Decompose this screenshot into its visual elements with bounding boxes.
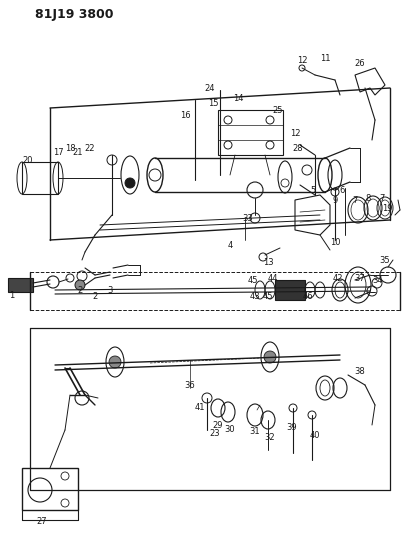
Text: 45: 45 (247, 276, 258, 285)
Circle shape (125, 178, 135, 188)
Text: 41: 41 (194, 403, 205, 413)
Text: 2: 2 (77, 286, 83, 295)
Text: 12: 12 (289, 128, 300, 138)
Text: 16: 16 (179, 110, 190, 119)
Text: 30: 30 (224, 425, 235, 434)
Bar (274, 280, 304, 300)
Text: 42: 42 (332, 273, 342, 282)
Bar (8, 278, 33, 292)
Text: 11: 11 (319, 53, 329, 62)
Bar (22, 162, 58, 194)
Text: 35: 35 (379, 255, 389, 264)
Text: 3: 3 (107, 286, 113, 295)
Text: 29: 29 (212, 421, 223, 430)
Text: 39: 39 (286, 424, 296, 432)
Text: 1: 1 (9, 290, 15, 300)
Text: 7: 7 (352, 196, 357, 205)
Text: 25: 25 (272, 106, 283, 115)
Text: 43: 43 (249, 292, 260, 301)
Text: 34: 34 (372, 276, 382, 285)
Text: 20: 20 (23, 156, 33, 165)
Text: 8: 8 (364, 193, 370, 203)
Circle shape (263, 351, 275, 363)
Text: 9: 9 (332, 196, 337, 205)
Text: 81J19 3800: 81J19 3800 (35, 7, 113, 20)
Text: 44: 44 (267, 273, 277, 282)
Text: 32: 32 (264, 433, 275, 442)
Text: 46: 46 (302, 292, 313, 301)
Text: 4: 4 (227, 240, 232, 249)
Text: 28: 28 (292, 143, 303, 152)
Text: 17: 17 (53, 148, 63, 157)
Circle shape (75, 280, 85, 290)
Text: 14: 14 (232, 93, 243, 102)
Text: 18: 18 (64, 143, 75, 152)
Text: 21: 21 (72, 148, 83, 157)
Text: 37: 37 (354, 273, 364, 282)
Text: 10: 10 (329, 238, 339, 246)
Text: 7: 7 (378, 193, 384, 203)
Text: 33: 33 (242, 214, 253, 222)
Text: 12: 12 (296, 55, 307, 64)
Text: 24: 24 (204, 84, 215, 93)
Text: 27: 27 (36, 518, 47, 527)
Text: 31: 31 (249, 427, 260, 437)
Text: 6: 6 (339, 185, 344, 195)
Text: 2: 2 (92, 292, 97, 301)
Text: 36: 36 (184, 381, 195, 390)
Text: 26: 26 (354, 59, 365, 68)
Bar (217, 110, 282, 155)
Text: 5: 5 (309, 185, 315, 195)
Text: 22: 22 (85, 143, 95, 152)
Text: 45: 45 (262, 292, 273, 301)
Text: 38: 38 (354, 367, 364, 376)
Circle shape (109, 356, 121, 368)
Text: 19: 19 (381, 204, 391, 213)
Text: 15: 15 (207, 99, 218, 108)
Text: 40: 40 (309, 431, 320, 440)
Text: 23: 23 (209, 429, 220, 438)
Text: 13: 13 (262, 257, 273, 266)
